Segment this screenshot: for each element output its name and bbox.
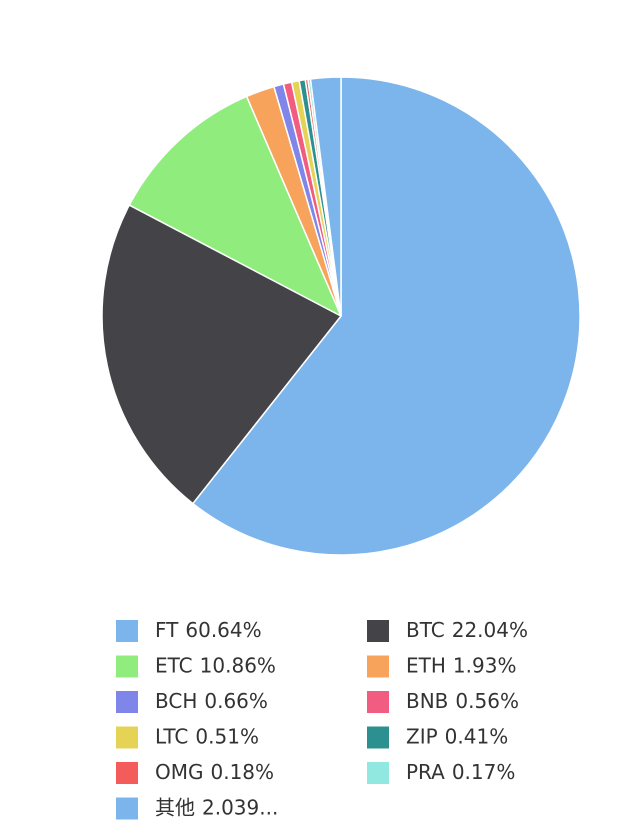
legend-swatch: [116, 762, 138, 784]
legend-name: ETH: [406, 653, 446, 677]
legend-name: OMG: [155, 760, 204, 784]
legend-swatch: [367, 691, 389, 713]
pie-slice: [128, 95, 342, 317]
legend-swatch: [367, 726, 389, 749]
legend-value: 0.66%: [204, 689, 268, 713]
legend-label: OMG 0.18%: [155, 760, 274, 784]
legend-value: 2.039...: [202, 795, 278, 819]
legend-label: PRA 0.17%: [406, 760, 515, 784]
legend-label: ZIP 0.41%: [406, 724, 508, 748]
legend-swatch: [367, 655, 389, 678]
legend-name: LTC: [155, 724, 188, 748]
legend-name: ETC: [155, 653, 193, 677]
legend-value: 0.51%: [195, 724, 259, 748]
legend-label: ETH 1.93%: [406, 653, 516, 677]
legend-swatch: [367, 762, 389, 784]
pie-slice: [101, 204, 342, 505]
legend-name: BCH: [155, 689, 197, 713]
legend-value: 10.86%: [200, 653, 276, 677]
legend-name: BNB: [406, 689, 448, 713]
legend-label: 其他 2.039...: [155, 795, 278, 819]
legend-value: 60.64%: [185, 618, 261, 642]
legend-label: LTC 0.51%: [155, 724, 259, 748]
legend-value: 1.93%: [453, 653, 517, 677]
legend-label: BNB 0.56%: [406, 689, 519, 713]
legend-name: BTC: [406, 618, 445, 642]
pie-slice: [309, 76, 342, 317]
legend-name: 其他: [155, 795, 195, 819]
legend-value: 0.18%: [211, 760, 275, 784]
legend-swatch: [116, 797, 138, 820]
legend-name: ZIP: [406, 724, 438, 748]
legend-swatch: [116, 726, 138, 749]
legend-name: PRA: [406, 760, 445, 784]
legend-value: 0.41%: [445, 724, 509, 748]
legend-swatch: [116, 620, 138, 642]
legend-label: BCH 0.66%: [155, 689, 268, 713]
legend-swatch: [116, 655, 138, 678]
legend-name: FT: [155, 618, 179, 642]
legend-label: ETC 10.86%: [155, 653, 276, 677]
legend-value: 22.04%: [452, 618, 528, 642]
legend-value: 0.17%: [452, 760, 516, 784]
legend-swatch: [116, 691, 138, 713]
legend-label: BTC 22.04%: [406, 618, 528, 642]
legend-swatch: [367, 620, 389, 642]
legend-value: 0.56%: [455, 689, 519, 713]
pie-slice: [192, 76, 581, 556]
legend-label: FT 60.64%: [155, 618, 262, 642]
